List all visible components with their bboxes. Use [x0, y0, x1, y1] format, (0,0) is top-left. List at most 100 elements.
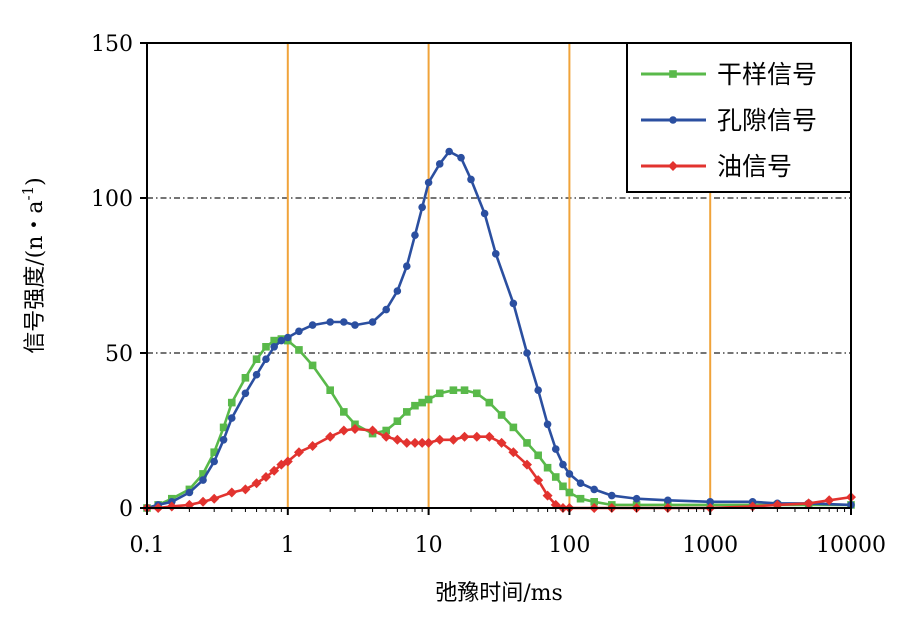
- data-point: [277, 336, 286, 345]
- data-point: [209, 493, 220, 504]
- data-point: [565, 488, 574, 497]
- tick-layer: 0.1 1 10 100 1000 10000 0 50 100 150: [91, 32, 886, 558]
- data-point: [240, 484, 251, 495]
- data-point: [382, 426, 391, 435]
- data-point: [471, 431, 482, 442]
- data-point: [392, 434, 403, 445]
- data-point: [669, 116, 677, 124]
- data-point: [459, 431, 470, 442]
- data-point: [262, 343, 270, 351]
- data-point: [349, 423, 360, 434]
- data-point: [409, 437, 420, 448]
- data-point: [293, 447, 304, 458]
- data-point: [411, 231, 419, 239]
- data-point: [706, 498, 714, 506]
- data-point: [198, 496, 209, 507]
- data-point: [448, 434, 459, 445]
- legend-label: 孔隙信号: [717, 106, 817, 135]
- data-point: [668, 161, 678, 171]
- series-1: [143, 147, 855, 512]
- data-point: [270, 343, 278, 351]
- y-tick-label: 50: [105, 342, 133, 367]
- data-point: [543, 420, 552, 429]
- data-point: [185, 488, 194, 497]
- data-point: [368, 318, 377, 326]
- data-point: [543, 463, 552, 472]
- data-point: [326, 386, 334, 394]
- data-point: [607, 491, 616, 500]
- data-point: [435, 160, 444, 168]
- data-point: [424, 395, 433, 404]
- data-point: [590, 498, 598, 506]
- data-point: [351, 321, 359, 329]
- data-point: [491, 250, 500, 258]
- data-point: [457, 153, 465, 162]
- data-point: [418, 203, 426, 212]
- legend-label: 油信号: [717, 152, 792, 181]
- data-point: [632, 494, 641, 503]
- data-point: [480, 209, 489, 218]
- data-point: [509, 423, 518, 432]
- data-point: [340, 318, 348, 326]
- y-axis-label: 信号强度/(n・a-1): [19, 177, 48, 354]
- data-point: [449, 386, 458, 394]
- data-point: [262, 355, 270, 364]
- data-point: [445, 147, 453, 156]
- data-point: [241, 374, 250, 382]
- x-tick-label: 1: [281, 533, 295, 558]
- y-tick-label: 150: [91, 32, 133, 57]
- data-point: [508, 447, 519, 458]
- data-point: [284, 333, 292, 342]
- data-point: [338, 425, 349, 436]
- data-point: [460, 386, 469, 394]
- data-point: [295, 346, 303, 354]
- series-2: [142, 423, 856, 513]
- data-point: [534, 451, 542, 460]
- data-point: [269, 465, 280, 476]
- series-0: [143, 335, 855, 512]
- data-point: [669, 70, 677, 78]
- data-point: [496, 437, 507, 448]
- data-point: [485, 398, 494, 407]
- data-point: [418, 398, 426, 407]
- data-point: [199, 470, 207, 478]
- data-point: [282, 456, 293, 467]
- data-point: [326, 318, 334, 326]
- data-point: [523, 349, 531, 357]
- data-point: [551, 445, 560, 453]
- data-point: [381, 431, 392, 442]
- legend-item-1: 孔隙信号: [641, 106, 817, 135]
- data-point: [551, 473, 560, 481]
- y-tick-label: 0: [119, 497, 133, 522]
- data-point: [340, 408, 348, 416]
- data-point: [590, 485, 598, 494]
- x-tick-label: 10000: [816, 533, 886, 558]
- data-point: [307, 441, 318, 451]
- data-point: [227, 398, 236, 407]
- data-point: [559, 460, 567, 469]
- data-point: [393, 287, 402, 295]
- data-point: [533, 475, 544, 486]
- data-point: [576, 479, 585, 488]
- data-point: [252, 370, 261, 379]
- data-point: [542, 490, 553, 501]
- data-point: [576, 494, 585, 503]
- data-point: [252, 355, 261, 363]
- plot-frame: [146, 42, 852, 509]
- data-point: [534, 386, 542, 395]
- data-point: [559, 482, 567, 491]
- data-point: [664, 496, 672, 505]
- data-point: [210, 457, 218, 466]
- data-point: [435, 389, 444, 398]
- data-point: [509, 299, 518, 308]
- data-point: [424, 178, 433, 187]
- data-point: [382, 305, 391, 314]
- data-point: [434, 434, 445, 445]
- legend-item-2: 油信号: [641, 152, 792, 181]
- data-point: [803, 498, 814, 509]
- x-tick-label: 1000: [682, 533, 738, 558]
- data-point: [473, 389, 481, 398]
- data-point: [199, 476, 207, 484]
